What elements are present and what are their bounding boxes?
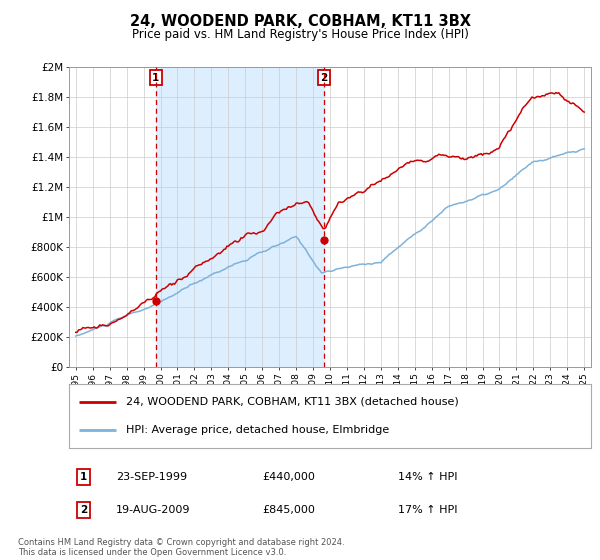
- Text: 14% ↑ HPI: 14% ↑ HPI: [398, 472, 457, 482]
- Text: 1: 1: [152, 73, 160, 83]
- Text: 2: 2: [80, 505, 87, 515]
- Text: 1: 1: [80, 472, 87, 482]
- Text: £440,000: £440,000: [262, 472, 315, 482]
- Text: 2: 2: [320, 73, 328, 83]
- Text: 24, WOODEND PARK, COBHAM, KT11 3BX (detached house): 24, WOODEND PARK, COBHAM, KT11 3BX (deta…: [127, 396, 459, 407]
- Text: 23-SEP-1999: 23-SEP-1999: [116, 472, 187, 482]
- Text: HPI: Average price, detached house, Elmbridge: HPI: Average price, detached house, Elmb…: [127, 425, 389, 435]
- Text: 19-AUG-2009: 19-AUG-2009: [116, 505, 190, 515]
- Text: Contains HM Land Registry data © Crown copyright and database right 2024.
This d: Contains HM Land Registry data © Crown c…: [18, 538, 344, 557]
- Text: Price paid vs. HM Land Registry's House Price Index (HPI): Price paid vs. HM Land Registry's House …: [131, 28, 469, 41]
- Text: £845,000: £845,000: [262, 505, 315, 515]
- Text: 17% ↑ HPI: 17% ↑ HPI: [398, 505, 457, 515]
- Bar: [156, 67, 324, 367]
- Text: 24, WOODEND PARK, COBHAM, KT11 3BX: 24, WOODEND PARK, COBHAM, KT11 3BX: [130, 14, 470, 29]
